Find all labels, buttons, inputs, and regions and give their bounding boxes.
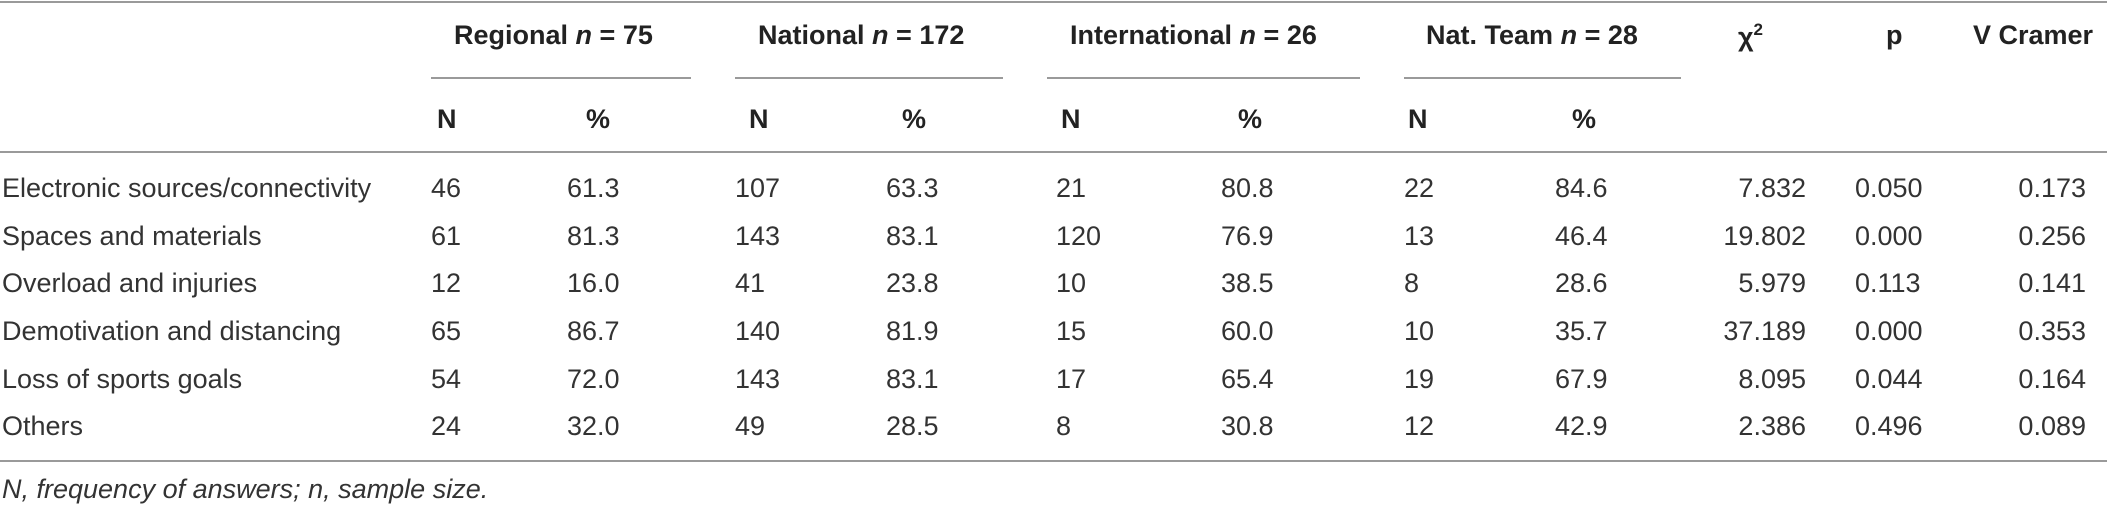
table-cell: 42.9 <box>1555 411 1608 441</box>
v-cramer-value: 0.089 <box>2018 411 2086 441</box>
chi-square-value: 7.832 <box>1738 173 1806 203</box>
table-cell: 65 <box>431 316 462 346</box>
p-value: 0.000 <box>1855 316 1923 346</box>
table-cell: 13 <box>1404 221 1435 251</box>
row-label: Spaces and materials <box>2 221 262 251</box>
table-cell: 28.5 <box>886 411 939 441</box>
table-cell: 61 <box>431 221 462 251</box>
p-value: 0.113 <box>1855 268 1921 298</box>
table-cell: 46.4 <box>1555 221 1608 251</box>
v-cramer-value: 0.256 <box>2018 221 2086 251</box>
subheader-pct: % <box>586 104 611 134</box>
table-cell: 54 <box>431 364 462 394</box>
row-label: Overload and injuries <box>2 268 258 298</box>
chi-square-value: 5.979 <box>1738 268 1806 298</box>
table-cell: 143 <box>735 221 781 251</box>
table-cell: 19 <box>1404 364 1435 394</box>
table-cell: 81.9 <box>886 316 939 346</box>
table-cell: 17 <box>1056 364 1087 394</box>
table-cell: 15 <box>1056 316 1087 346</box>
table-cell: 76.9 <box>1221 221 1274 251</box>
v-cramer-value: 0.141 <box>2018 268 2086 298</box>
table-cell: 60.0 <box>1221 316 1274 346</box>
table-cell: 8 <box>1056 411 1072 441</box>
p-value: 0.044 <box>1855 364 1923 394</box>
table-cell: 23.8 <box>886 268 939 298</box>
table-cell: 16.0 <box>567 268 620 298</box>
table-cell: 8 <box>1404 268 1420 298</box>
table-cell: 61.3 <box>567 173 620 203</box>
group-rule-regional <box>431 77 691 79</box>
p-value: 0.000 <box>1855 221 1923 251</box>
table-cell: 24 <box>431 411 462 441</box>
table-cell: 120 <box>1056 221 1102 251</box>
v-cramer-value: 0.353 <box>2018 316 2086 346</box>
table-footnote: N, frequency of answers; n, sample size. <box>2 474 489 504</box>
group-header-regional: Regional n = 75 <box>454 20 653 50</box>
group-header-nat-team: Nat. Team n = 28 <box>1426 20 1638 50</box>
row-label: Loss of sports goals <box>2 364 243 394</box>
table-cell: 65.4 <box>1221 364 1274 394</box>
top-rule <box>0 1 2107 3</box>
subheader-n: N <box>749 104 769 134</box>
table-cell: 143 <box>735 364 781 394</box>
group-header-international: International n = 26 <box>1070 20 1317 50</box>
table-cell: 12 <box>1404 411 1435 441</box>
table-cell: 107 <box>735 173 781 203</box>
subheader-n: N <box>1061 104 1081 134</box>
table-cell: 32.0 <box>567 411 620 441</box>
group-rule-international <box>1047 77 1360 79</box>
subheader-n: N <box>437 104 457 134</box>
chi-square-value: 37.189 <box>1723 316 1806 346</box>
subheader-pct: % <box>1238 104 1263 134</box>
row-label: Others <box>2 411 84 441</box>
table-cell: 21 <box>1056 173 1087 203</box>
subheader-pct: % <box>902 104 927 134</box>
header-chi-square: χ2 <box>1738 20 1764 52</box>
v-cramer-value: 0.173 <box>2018 173 2086 203</box>
group-header-national: National n = 172 <box>758 20 965 50</box>
table-cell: 10 <box>1056 268 1087 298</box>
header-v-cramer: V Cramer <box>1973 20 2094 50</box>
header-p: p <box>1886 20 1903 50</box>
table-cell: 83.1 <box>886 221 939 251</box>
table-cell: 12 <box>431 268 462 298</box>
table-cell: 63.3 <box>886 173 939 203</box>
v-cramer-value: 0.164 <box>2018 364 2086 394</box>
group-rule-national <box>735 77 1003 79</box>
table-cell: 81.3 <box>567 221 620 251</box>
chi-square-value: 8.095 <box>1738 364 1806 394</box>
table-cell: 30.8 <box>1221 411 1274 441</box>
p-value: 0.496 <box>1855 411 1923 441</box>
table-cell: 84.6 <box>1555 173 1608 203</box>
table-cell: 83.1 <box>886 364 939 394</box>
table-cell: 72.0 <box>567 364 620 394</box>
table-cell: 22 <box>1404 173 1435 203</box>
table-cell: 41 <box>735 268 766 298</box>
table-cell: 10 <box>1404 316 1435 346</box>
table-cell: 38.5 <box>1221 268 1274 298</box>
row-label: Electronic sources/connectivity <box>2 173 372 203</box>
group-rule-nat-team <box>1404 77 1681 79</box>
header-rule <box>0 151 2107 153</box>
table-cell: 28.6 <box>1555 268 1608 298</box>
table-cell: 46 <box>431 173 462 203</box>
chi-square-value: 2.386 <box>1738 411 1806 441</box>
subheader-pct: % <box>1572 104 1597 134</box>
subheader-n: N <box>1408 104 1428 134</box>
row-label: Demotivation and distancing <box>2 316 342 346</box>
table-cell: 140 <box>735 316 781 346</box>
table-cell: 67.9 <box>1555 364 1608 394</box>
table-cell: 80.8 <box>1221 173 1274 203</box>
table-cell: 86.7 <box>567 316 620 346</box>
bottom-rule <box>0 460 2107 462</box>
chi-square-value: 19.802 <box>1723 221 1806 251</box>
table-cell: 49 <box>735 411 766 441</box>
table-cell: 35.7 <box>1555 316 1608 346</box>
p-value: 0.050 <box>1855 173 1923 203</box>
